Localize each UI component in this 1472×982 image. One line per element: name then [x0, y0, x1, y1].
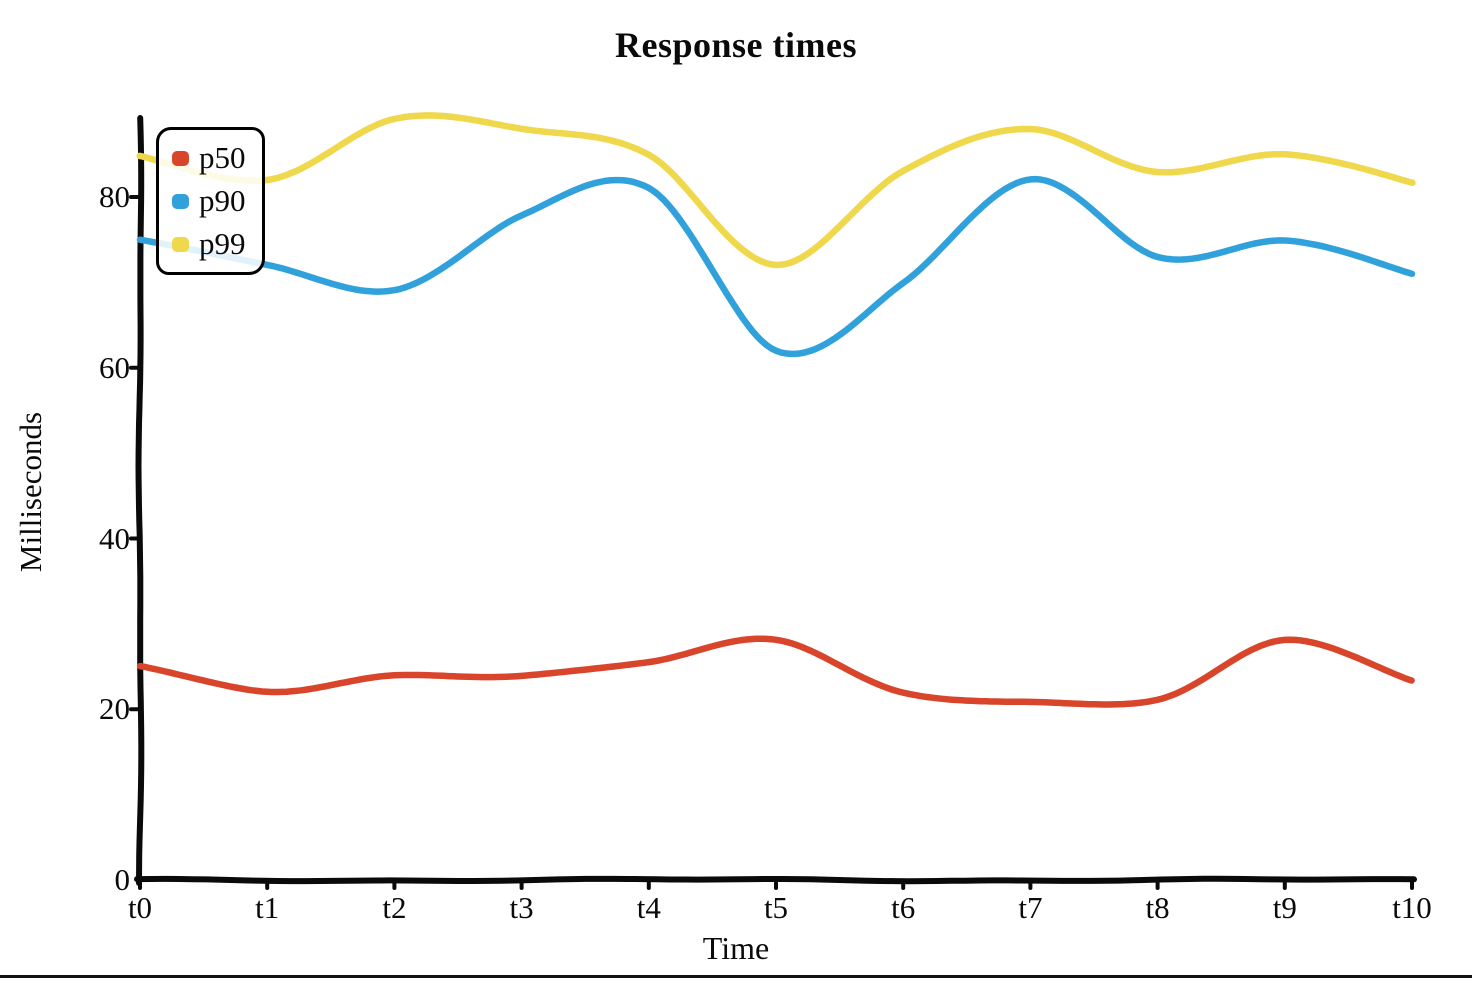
x-tick-label-t8: t8 — [1145, 890, 1170, 925]
y-tick-label-80: 80 — [99, 179, 130, 214]
bottom-divider — [0, 975, 1472, 978]
y-tick-label-0: 0 — [114, 862, 131, 897]
chart-title: Response times — [615, 25, 857, 65]
x-tick-label-t9: t9 — [1272, 890, 1297, 925]
legend-label-p99: p99 — [199, 226, 246, 261]
series-line-p90 — [136, 175, 1416, 358]
y-axis-line — [135, 115, 145, 886]
legend-label-p90: p90 — [199, 183, 246, 218]
y-tick-label-40: 40 — [99, 520, 130, 556]
legend-label-p50: p50 — [199, 140, 246, 175]
x-axis-line — [134, 875, 1417, 885]
x-tick-label-t2: t2 — [382, 890, 407, 925]
legend-item-p99: p99 — [172, 226, 246, 262]
x-tick-label-t0: t0 — [127, 890, 153, 925]
x-tick-label-t4: t4 — [636, 890, 661, 925]
legend-item-p50: p50 — [172, 140, 246, 176]
legend-swatch-p50 — [172, 150, 189, 166]
y-tick-label-60: 60 — [99, 349, 130, 385]
legend-swatch-p99 — [172, 236, 189, 252]
x-tick-label-t1: t1 — [255, 890, 280, 925]
x-axis-label: Time — [702, 930, 770, 966]
x-tick-label-t6: t6 — [891, 890, 916, 925]
legend-swatch-p90 — [172, 193, 189, 209]
x-tick-label-t7: t7 — [1018, 890, 1043, 925]
legend-item-p90: p90 — [172, 183, 246, 219]
x-tick-label-t5: t5 — [763, 890, 789, 925]
x-tick-label-t3: t3 — [509, 890, 534, 925]
series-line-p99 — [136, 112, 1416, 269]
series-line-p50 — [136, 635, 1415, 708]
y-tick-label-20: 20 — [99, 691, 130, 727]
y-axis-label: Milliseconds — [13, 411, 48, 573]
legend: p50 p90 p99 — [156, 127, 265, 275]
x-tick-label-t10: t10 — [1392, 890, 1432, 925]
